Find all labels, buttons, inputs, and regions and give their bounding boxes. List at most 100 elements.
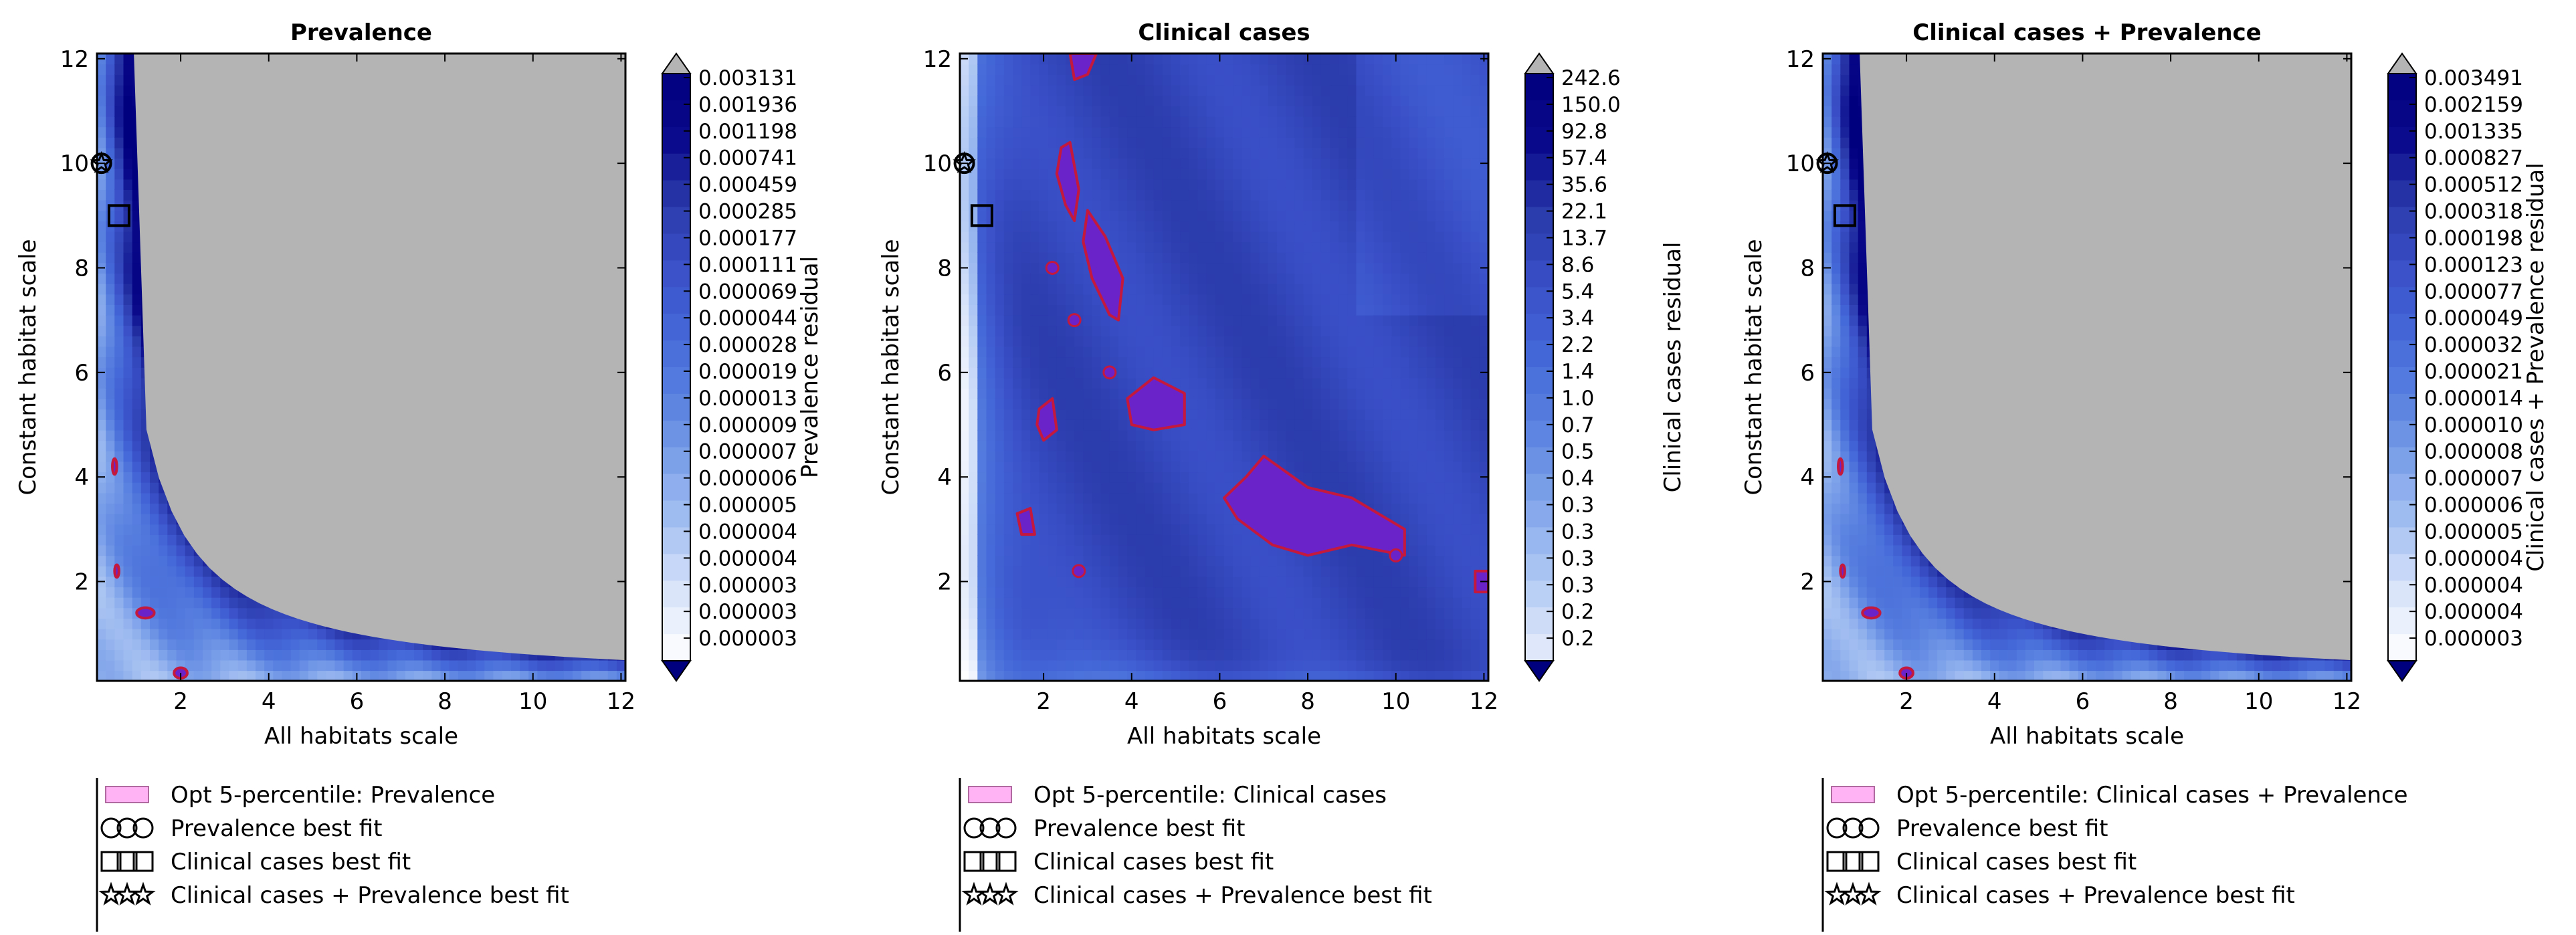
- colorbar-tick-label: 0.000014: [2424, 387, 2523, 411]
- masked-region: [1847, 54, 2351, 661]
- colorbar-extend-top: [1524, 52, 1555, 74]
- plot-area: [97, 54, 625, 681]
- chart-title: Clinical cases + Prevalence: [1912, 19, 2262, 46]
- masked-region: [121, 54, 625, 661]
- colorbar-extend-bottom: [661, 660, 692, 682]
- legend-star-marker: [1840, 881, 1866, 906]
- colorbar-tick-label: 1.4: [1561, 360, 1594, 384]
- chart-title: Clinical cases: [1138, 19, 1310, 46]
- combined-best-fit-marker: [953, 150, 976, 173]
- x-tick-label: 6: [1213, 688, 1227, 715]
- colorbar-tick-label: 0.000512: [2424, 173, 2523, 197]
- colorbar-tick-label: 0.000004: [2424, 600, 2523, 624]
- colorbar-frame: [1524, 73, 1554, 661]
- colorbar-tick-label: 0.000021: [2424, 360, 2523, 384]
- legend-label: Clinical cases best fit: [1033, 849, 1274, 875]
- colorbar-extend-top: [661, 52, 692, 74]
- x-tick-label: 10: [1381, 688, 1410, 715]
- colorbar-tick-label: 0.4: [1561, 467, 1594, 491]
- colorbar-extend-bottom: [2387, 660, 2417, 682]
- colorbar-tick-label: 0.3: [1561, 494, 1594, 518]
- legend-patch: [968, 786, 1012, 803]
- axes-frame: [1821, 52, 2353, 682]
- legend-square-marker: [979, 851, 1001, 872]
- y-tick-label: 8: [74, 255, 89, 282]
- y-tick-label: 2: [1800, 568, 1815, 595]
- colorbar-tick-label: 13.7: [1561, 226, 1607, 250]
- y-axis-label: Constant habitat scale: [878, 239, 904, 496]
- colorbar-tick-label: 0.000008: [2424, 440, 2523, 464]
- y-tick-label: 8: [1800, 255, 1815, 282]
- colorbar-tick-label: 0.000318: [2424, 200, 2523, 224]
- combined-best-fit-marker: [90, 150, 113, 173]
- colorbar-tick-label: 1.0: [1561, 387, 1594, 411]
- legend-label: Opt 5-percentile: Clinical cases + Preva…: [1896, 782, 2408, 809]
- optimum-region: [113, 563, 120, 579]
- colorbar-tick-label: 0.003131: [698, 66, 797, 90]
- colorbar-label: Clinical cases + Prevalence residual: [2522, 163, 2549, 571]
- colorbar-tick-label: 0.000005: [698, 494, 797, 518]
- colorbar-tick-label: 0.000028: [698, 333, 797, 357]
- colorbar-tick-label: 0.000123: [2424, 253, 2523, 277]
- x-tick-label: 6: [350, 688, 365, 715]
- legend-circle-marker: [1842, 817, 1864, 839]
- legend-square-marker: [1858, 851, 1880, 872]
- colorbar-tick-label: 0.000009: [698, 413, 797, 437]
- chart-panel-1: 2 4 6 8 10 12 2 4 6 8 10 12 Prevalence All habitats s…: [15, 19, 823, 932]
- colorbar-tick-label: 0.7: [1561, 413, 1594, 437]
- colorbar-tick-label: 0.000741: [698, 146, 797, 171]
- x-tick-label: 12: [607, 688, 635, 715]
- optimum-region: [1055, 140, 1080, 223]
- optimum-region: [111, 457, 118, 476]
- x-axis-label: All habitats scale: [264, 723, 458, 750]
- x-tick-label: 12: [2333, 688, 2361, 715]
- colorbar-tick-label: 0.001335: [2424, 120, 2523, 144]
- legend-square-marker: [995, 851, 1017, 872]
- legend-square-marker: [1842, 851, 1864, 872]
- legend-circle-marker: [979, 817, 1001, 839]
- clinical-cases-best-fit-marker: [107, 204, 130, 227]
- legend-label: Prevalence best fit: [1896, 815, 2108, 842]
- optimum-region: [1223, 454, 1406, 557]
- colorbar-tick-label: 0.000032: [2424, 333, 2523, 357]
- legend-square-marker: [116, 851, 138, 872]
- clinical-cases-best-fit-marker: [1833, 204, 1856, 227]
- colorbar-tick-label: 0.000004: [698, 546, 797, 570]
- optimum-region: [1015, 507, 1036, 536]
- legend-circle-marker: [1826, 817, 1848, 839]
- legend-label: Opt 5-percentile: Prevalence: [171, 782, 495, 809]
- y-tick-label: 4: [1800, 464, 1815, 491]
- legend-label: Prevalence best fit: [171, 815, 382, 842]
- colorbar-tick-label: 0.000006: [2424, 494, 2523, 518]
- legend-star-marker: [114, 881, 140, 906]
- axes-frame: [959, 52, 1490, 682]
- plot-area: [1823, 54, 2351, 681]
- optimum-region: [1045, 260, 1060, 275]
- legend-star-marker: [961, 881, 987, 906]
- legend-circle-marker: [995, 817, 1017, 839]
- x-tick-label: 8: [437, 688, 452, 715]
- y-tick-label: 6: [937, 360, 952, 387]
- colorbar-tick-label: 0.000007: [2424, 467, 2523, 491]
- legend-circle-marker: [100, 817, 122, 839]
- colorbar-tick-label: 0.000013: [698, 387, 797, 411]
- x-axis-label: All habitats scale: [1127, 723, 1321, 750]
- legend-circle-marker: [132, 817, 154, 839]
- colorbar-tick-label: 150.0: [1561, 93, 1621, 117]
- y-axis-label: Constant habitat scale: [15, 239, 41, 496]
- colorbar-tick-label: 0.000003: [698, 573, 797, 597]
- axes-frame: [96, 52, 627, 682]
- legend-circle-marker: [116, 817, 138, 839]
- optimum-region: [1102, 365, 1117, 380]
- optimum-region: [1072, 564, 1086, 579]
- legend-square-marker: [100, 851, 122, 872]
- y-tick-label: 12: [923, 46, 952, 73]
- colorbar-tick-label: 0.001936: [698, 93, 797, 117]
- colorbar-tick-label: 0.001198: [698, 120, 797, 144]
- legend-label: Clinical cases best fit: [171, 849, 411, 875]
- colorbar-tick-label: 57.4: [1561, 146, 1607, 171]
- legend-label: Opt 5-percentile: Clinical cases: [1033, 782, 1387, 809]
- chart-title: Prevalence: [290, 19, 432, 46]
- colorbar-tick-label: 0.000019: [698, 360, 797, 384]
